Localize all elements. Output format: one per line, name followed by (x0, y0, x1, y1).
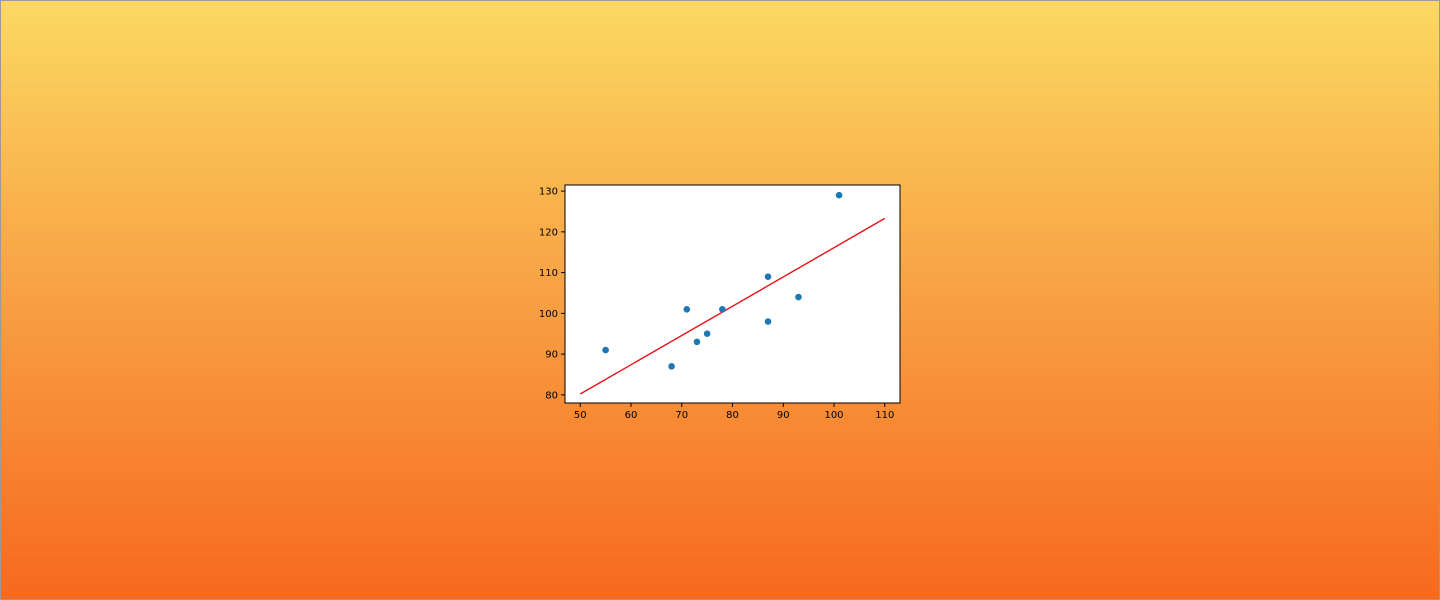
x-tick-label: 70 (675, 410, 688, 421)
x-tick-label: 60 (625, 410, 638, 421)
regression-line (579, 217, 886, 395)
scatter-point (764, 318, 772, 325)
y-tick-label: 100 (539, 309, 558, 320)
scatter-point (683, 305, 691, 313)
x-tick-label: 100 (824, 410, 843, 421)
x-tick-label: 110 (875, 410, 894, 421)
y-tick-label: 90 (545, 350, 558, 361)
plot-area (564, 184, 901, 404)
x-tick-label: 50 (574, 410, 587, 421)
scatter-point (835, 191, 843, 199)
y-tick-label: 110 (539, 268, 558, 279)
y-tick-label: 120 (539, 227, 558, 238)
y-tick-label: 130 (539, 187, 558, 198)
series-layer (579, 191, 886, 395)
scatter-point (668, 363, 675, 370)
scatter-point (795, 293, 802, 301)
y-tick-label: 80 (545, 390, 558, 401)
scatter-point (703, 330, 711, 338)
x-tick-label: 80 (726, 410, 739, 421)
x-tick-label: 90 (777, 410, 790, 421)
scatter-point (764, 273, 772, 280)
scatter-point (693, 338, 701, 346)
scatter-point (719, 305, 726, 313)
scatter-point (602, 346, 609, 354)
y-axis: 80 90 100 110 120 130 (539, 187, 565, 401)
x-axis: 50 60 70 80 90 100 110 (574, 403, 894, 421)
